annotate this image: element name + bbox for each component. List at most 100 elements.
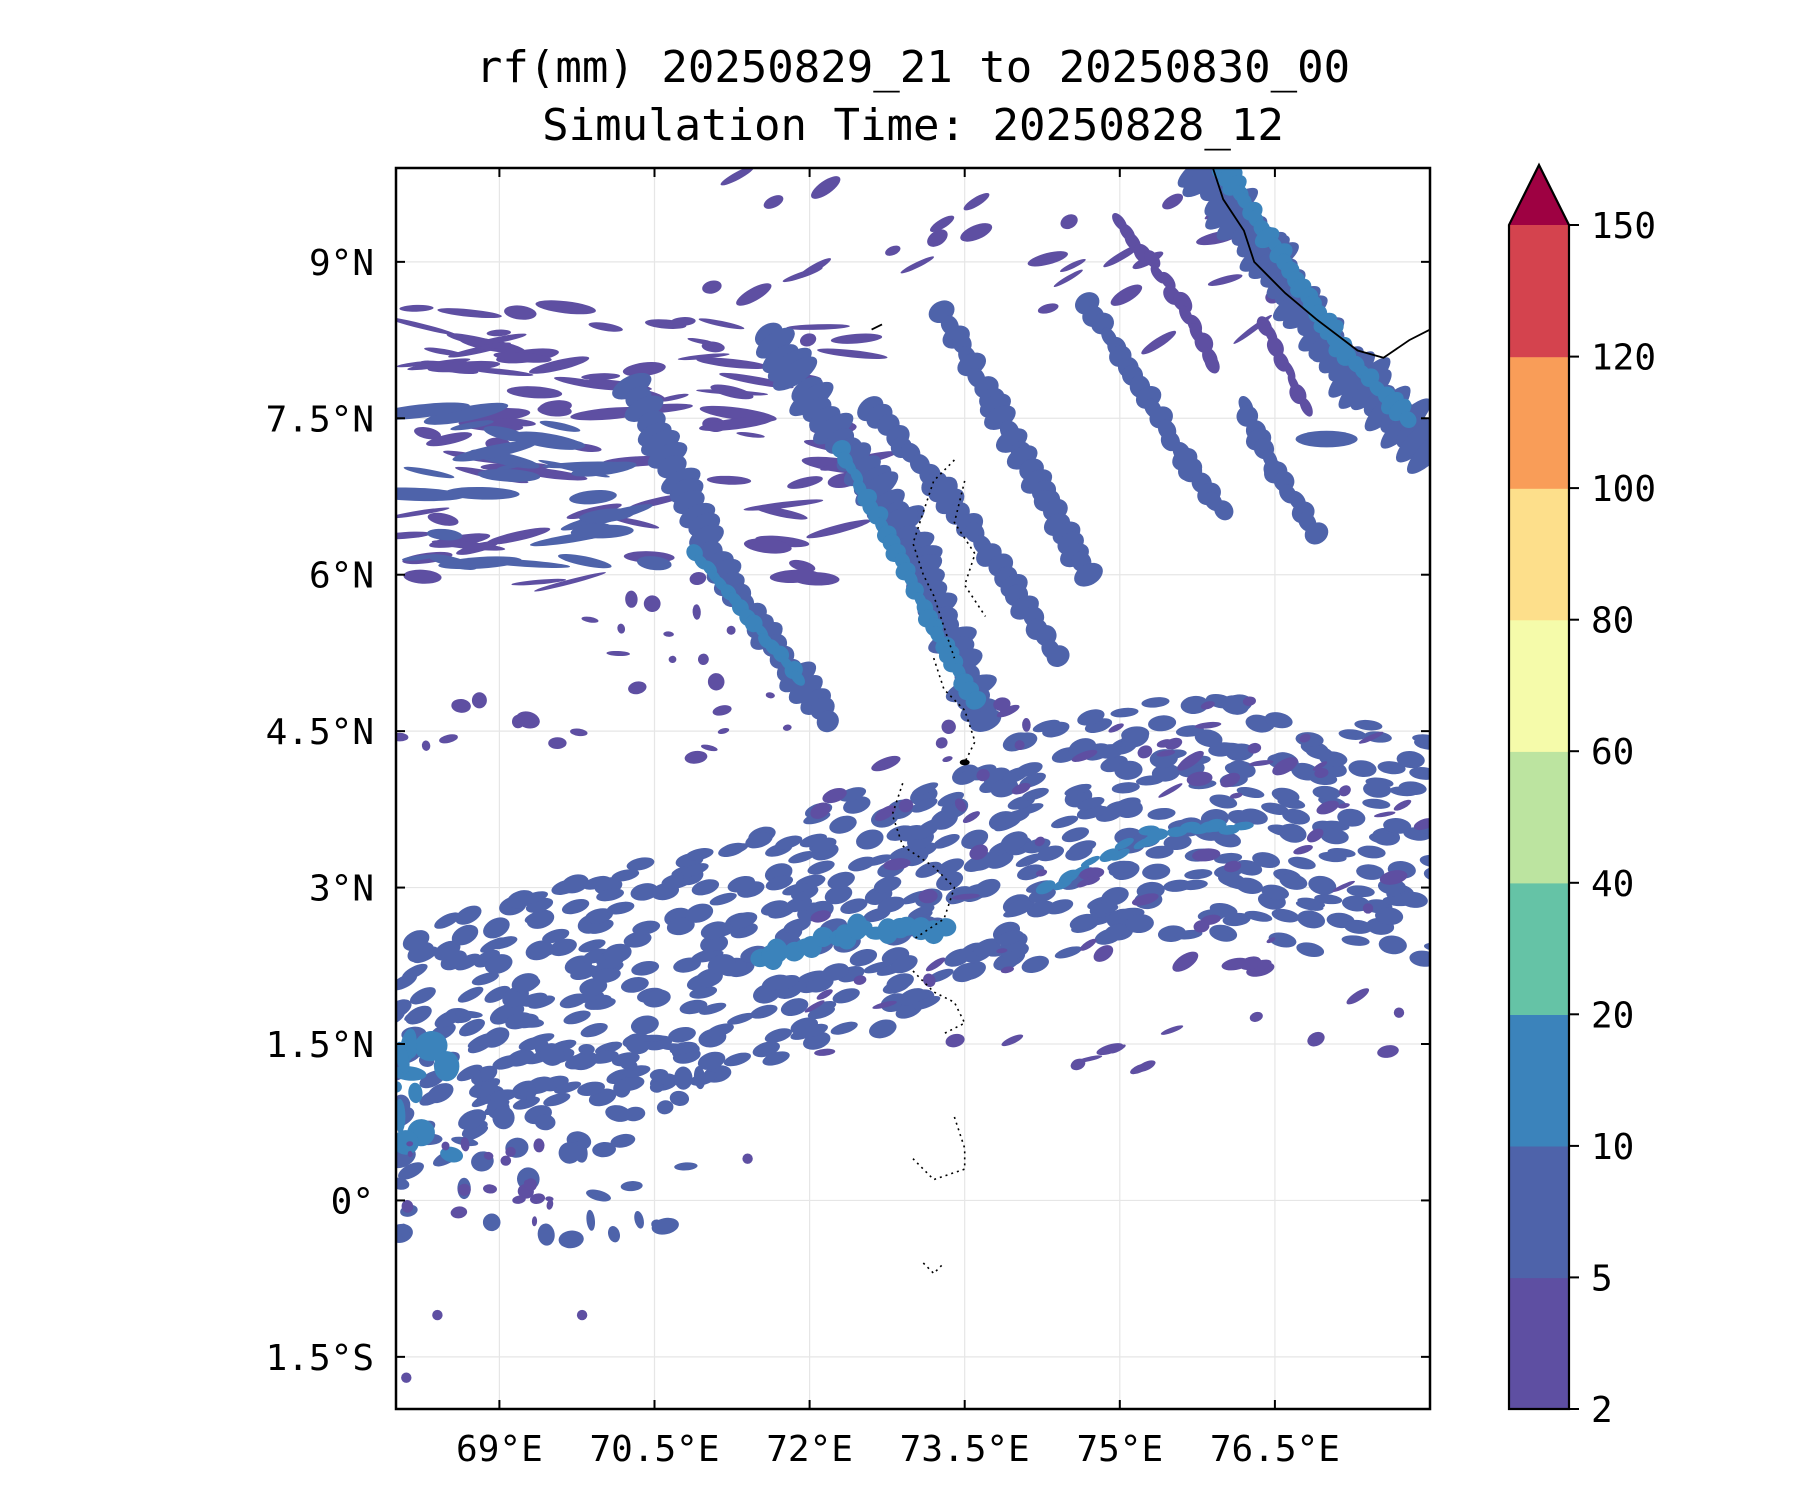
rain-cell-sw [661, 1043, 685, 1051]
rain-cell-sw [529, 1193, 546, 1205]
rain-belt [782, 882, 810, 896]
rain-belt [729, 912, 758, 929]
rain-cell-west [451, 698, 471, 713]
rain-streak-nw [427, 360, 501, 373]
rain-cell-belt [1093, 945, 1114, 962]
rain-belt [963, 855, 991, 872]
rain-cell-belt [814, 1048, 836, 1056]
rain-cell-north [1060, 258, 1086, 273]
rain-belt [807, 860, 835, 875]
rain-belt [679, 999, 708, 1015]
rain-belt [1007, 898, 1035, 913]
rain-belt [764, 1028, 793, 1043]
rain-belt [1346, 885, 1375, 898]
rain-belt [784, 896, 813, 913]
rain-cell-belt-n [1137, 745, 1153, 759]
rain-cell-west [689, 571, 707, 586]
rain-cell-isolated [401, 1372, 412, 1383]
rain-belt [1398, 781, 1427, 796]
rain-cell-sw [558, 1142, 581, 1164]
colorbar-tick-label: 2 [1591, 1390, 1613, 1431]
rain-streak-nw [466, 367, 534, 377]
rain-belt [484, 985, 511, 1003]
rain-belt [829, 815, 857, 834]
rain-streak-nw [670, 317, 696, 326]
rain-belt [1069, 913, 1098, 931]
rain-cell-belt [1193, 920, 1210, 933]
rain-belt [1288, 856, 1316, 870]
rain-cell-belt-n [976, 768, 990, 782]
rain-belt [454, 953, 481, 971]
rain-cell-belt [1230, 792, 1243, 799]
rain-cell-belt [951, 893, 980, 900]
rain-belt [1101, 886, 1129, 906]
huvadhu-atoll [912, 1116, 966, 1181]
addu-atoll [922, 1262, 945, 1275]
rain-belt [1107, 860, 1136, 874]
rain-cell-belt-n [1158, 783, 1183, 798]
rain-belt [554, 1081, 582, 1094]
maldives-south-atolls [912, 970, 966, 1035]
rain-cell-belt [954, 798, 967, 812]
rain-cell-sw-strong [414, 1031, 448, 1062]
rain-belt [434, 912, 460, 929]
rain-cell-belt [1248, 760, 1274, 767]
rain-belt [626, 857, 655, 871]
rain-cell-sw [460, 1137, 470, 1152]
rain-cell-west [628, 681, 647, 695]
map-panel: 69°E 70.5°E 72°E 73.5°E 75°E 76.5°E 9°N 7.5°N 6… [266, 166, 1432, 1470]
y-tick-label: 0° [331, 1181, 374, 1222]
rain-belt [606, 901, 635, 915]
rain-streak-nw [570, 523, 613, 538]
rain-cell-west [643, 595, 661, 613]
rain-streak-nw [477, 468, 541, 482]
rain-cell-belt [1079, 867, 1105, 880]
rain-band-coast [1182, 168, 1234, 198]
rain-belt [1357, 845, 1386, 859]
rain-belt [856, 829, 884, 850]
rain-belt [973, 878, 1001, 898]
rain-cell-sw [656, 1100, 674, 1115]
rain-belt [471, 972, 499, 986]
rain-belt [1147, 807, 1176, 820]
colorbar-tick-label: 150 [1591, 206, 1656, 247]
rain-cell-belt [918, 889, 938, 904]
rain-cell-belt [1332, 880, 1355, 892]
rain-band-coast [1407, 426, 1430, 474]
rain-cell-west [471, 692, 487, 709]
rain-streak-nw [658, 393, 689, 402]
rain-belt [908, 905, 935, 919]
rain-belt-core [1035, 880, 1056, 895]
rain-belt [1064, 783, 1092, 796]
rain-cell-west [712, 705, 732, 716]
rain-cell-west [717, 727, 730, 735]
rain-streak-nw [452, 440, 538, 462]
rain-belt [1111, 782, 1140, 794]
rain-cell-sw-strong [440, 1146, 464, 1163]
rain-streak-nw [407, 358, 471, 371]
rain-band-d2 [1160, 271, 1176, 291]
rain-belt [666, 917, 695, 936]
rain-cell-sw [406, 1141, 414, 1147]
rain-cell-north [720, 168, 755, 186]
rain-belt [824, 885, 853, 905]
rain-belt [1399, 891, 1428, 908]
rain-cell-sw [400, 1223, 410, 1241]
rain-belt [937, 791, 965, 807]
rain-cell-belt-n [1022, 718, 1031, 732]
rain-belt [936, 871, 964, 891]
rain-cell-sw [483, 1184, 497, 1194]
rain-streak-nw [817, 348, 888, 360]
rain-cell-sw-strong [396, 1041, 410, 1075]
rain-streak-nw [696, 357, 769, 369]
rain-cell-north [929, 215, 955, 232]
rain-belt [937, 858, 965, 875]
rain-belt [1151, 764, 1180, 782]
rain-belt [762, 1051, 790, 1066]
rain-belt [1184, 869, 1213, 880]
rain-streak-nw [548, 439, 586, 450]
rain-band-d2 [1144, 250, 1161, 269]
rain-belt [1021, 955, 1049, 973]
rain-belt-core [935, 918, 957, 937]
rain-cell-north [1141, 330, 1177, 355]
